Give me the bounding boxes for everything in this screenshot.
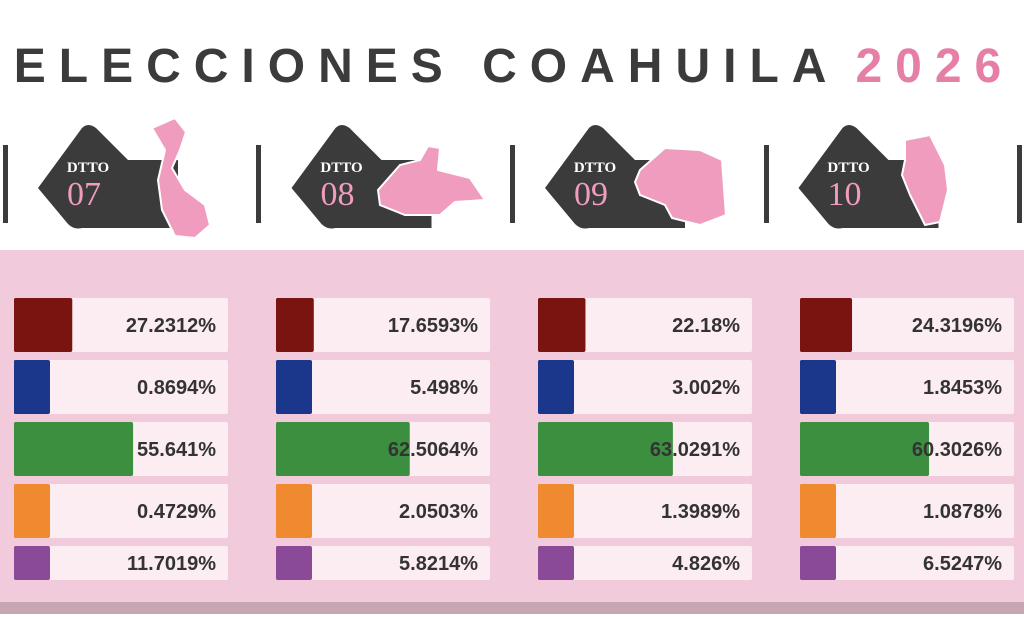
district-map	[376, 144, 487, 216]
party-swatch	[800, 484, 836, 538]
district-label: DTTO	[827, 160, 869, 176]
separator	[764, 145, 769, 223]
bar	[276, 422, 410, 476]
party-swatch	[538, 360, 574, 414]
value-label: 62.5064%	[388, 439, 478, 461]
row-background	[276, 298, 490, 352]
bar	[800, 484, 803, 538]
value-label: 6.5247%	[923, 553, 1002, 575]
row-background	[14, 546, 228, 580]
value-label: 1.0878%	[923, 501, 1002, 523]
separator	[510, 145, 515, 223]
party-swatch	[538, 484, 574, 538]
district-label: DTTO	[574, 160, 616, 176]
party-swatch	[14, 484, 50, 538]
value-label: 27.2312%	[126, 315, 216, 337]
bar	[800, 360, 804, 414]
party-swatch	[800, 360, 836, 414]
value-label: 11.7019%	[127, 553, 216, 575]
district-badge	[545, 125, 685, 229]
bar	[800, 546, 814, 580]
district-map	[633, 146, 728, 227]
row-background	[800, 546, 1014, 580]
title-year: 2026	[855, 40, 1014, 93]
party-swatch	[276, 484, 312, 538]
district-label: DTTO	[67, 160, 109, 176]
bar	[14, 360, 16, 414]
row-background	[538, 360, 752, 414]
value-label: 2.0503%	[399, 501, 478, 523]
district-number: 08	[321, 176, 355, 213]
bar	[276, 546, 289, 580]
bar	[14, 422, 134, 476]
district-number: 07	[67, 176, 101, 213]
value-label: 60.3026%	[912, 439, 1002, 461]
separator	[3, 145, 8, 223]
bar	[538, 298, 586, 352]
bar	[538, 422, 673, 476]
bar	[14, 546, 40, 580]
row-background	[800, 360, 1014, 414]
row-background	[14, 484, 228, 538]
value-label: 22.18%	[672, 315, 740, 337]
bar	[276, 360, 288, 414]
value-label: 5.498%	[410, 377, 478, 399]
row-background	[276, 546, 490, 580]
bar	[800, 422, 930, 476]
value-label: 1.8453%	[923, 377, 1002, 399]
value-label: 0.8694%	[137, 377, 216, 399]
value-label: 1.3989%	[661, 501, 740, 523]
district-number: 10	[828, 176, 862, 213]
value-label: 0.4729%	[137, 501, 216, 523]
value-label: 24.3196%	[912, 315, 1002, 337]
title: ELECCIONES COAHUILA 2026	[14, 40, 1014, 93]
row-background	[800, 298, 1014, 352]
bar	[538, 546, 549, 580]
bar	[538, 360, 545, 414]
value-label: 3.002%	[672, 377, 740, 399]
row-background	[276, 484, 490, 538]
district-label: DTTO	[320, 160, 362, 176]
title-text: ELECCIONES COAHUILA	[14, 40, 840, 93]
district-map	[150, 116, 212, 240]
value-label: 5.8214%	[399, 553, 478, 575]
row-background	[538, 484, 752, 538]
value-label: 4.826%	[672, 553, 740, 575]
party-swatch	[14, 360, 50, 414]
row-background	[14, 360, 228, 414]
value-label: 55.641%	[137, 439, 216, 461]
bar	[14, 484, 16, 538]
bar	[800, 298, 853, 352]
bar	[276, 298, 314, 352]
district-number: 09	[574, 176, 608, 213]
bar	[276, 484, 281, 538]
separator	[256, 145, 261, 223]
row-background	[276, 360, 490, 414]
district-badge	[798, 125, 939, 229]
bar	[14, 298, 73, 352]
row-background	[538, 298, 752, 352]
panel-bottom	[0, 602, 1024, 614]
bar	[538, 484, 541, 538]
district-map	[900, 133, 950, 227]
separator	[1017, 145, 1022, 223]
value-label: 63.0291%	[650, 439, 740, 461]
value-label: 17.6593%	[388, 315, 478, 337]
row-background	[800, 484, 1014, 538]
row-background	[538, 546, 752, 580]
district-badge	[38, 125, 178, 229]
